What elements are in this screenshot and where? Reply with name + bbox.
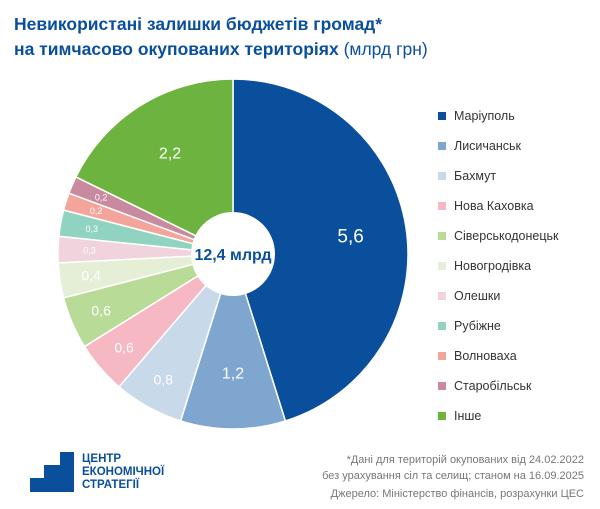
slice-label-7: 0,3 <box>85 224 98 234</box>
slice-label-9: 0,2 <box>95 193 108 203</box>
legend-swatch <box>438 382 446 390</box>
legend-item: Інше <box>438 401 559 431</box>
logo-line-3: СТРАТЕГІЇ <box>82 478 140 491</box>
legend-label: Бахмут <box>454 169 497 183</box>
slice-label-6: 0,3 <box>83 246 96 256</box>
legend-label: Рубіжне <box>454 319 501 333</box>
legend-item: Нова Каховка <box>438 191 559 221</box>
legend: Маріуполь Лисичанськ Бахмут Нова Каховка Сів… <box>438 101 559 431</box>
slice-label-8: 0,2 <box>90 206 103 216</box>
legend-label: Нова Каховка <box>454 199 534 213</box>
pie-slice-0 <box>232 78 409 422</box>
slice-label-3: 0,6 <box>114 339 134 355</box>
logo-line-2: ЕКОНОМІЧНОЇ <box>82 465 165 478</box>
logo-steps-icon <box>30 452 74 492</box>
legend-label: Інше <box>454 409 482 423</box>
center-total-label: 12,4 млрд <box>194 247 271 264</box>
legend-label: Новогродівка <box>454 259 532 273</box>
legend-swatch <box>438 112 446 120</box>
legend-item: Олешки <box>438 281 559 311</box>
logo-line-1: ЦЕНТР <box>82 452 122 465</box>
slice-label-2: 0,8 <box>154 371 174 387</box>
legend-label: Олешки <box>454 289 501 303</box>
pie-slice-1 <box>179 251 287 430</box>
legend-swatch <box>438 172 446 180</box>
legend-swatch <box>438 412 446 420</box>
legend-swatch <box>438 142 446 150</box>
legend-label: Лисичанськ <box>454 139 522 153</box>
title-line-1: Невикористані залишки бюджетів громад* <box>14 14 383 34</box>
legend-swatch <box>438 262 446 270</box>
slice-label-10: 2,2 <box>159 146 181 163</box>
chart-title: Невикористані залишки бюджетів громад* н… <box>14 12 428 62</box>
footnote-line-2: без урахування сіл та селищ; станом на 1… <box>322 470 584 482</box>
legend-item: Рубіжне <box>438 311 559 341</box>
legend-swatch <box>438 202 446 210</box>
legend-item: Волноваха <box>438 341 559 371</box>
slice-label-5: 0,4 <box>81 268 101 284</box>
legend-label: Маріуполь <box>454 109 515 123</box>
legend-label: Волноваха <box>454 349 517 363</box>
legend-label: Старобільськ <box>454 379 532 393</box>
legend-swatch <box>438 322 446 330</box>
title-line-2: на тимчасово окупованих територіях <box>14 39 339 59</box>
slice-label-4: 0,6 <box>91 302 111 318</box>
title-unit: (млрд грн) <box>343 39 428 59</box>
legend-item: Старобільськ <box>438 371 559 401</box>
legend-item: Сіверськодонецьк <box>438 221 559 251</box>
legend-label: Сіверськодонецьк <box>454 229 559 243</box>
source-note: Джерело: Міністерство фінансів, розрахун… <box>330 488 584 500</box>
footnote-line-1: *Дані для територій окупованих від 24.02… <box>346 454 584 466</box>
footnote: *Дані для територій окупованих від 24.02… <box>322 452 584 484</box>
legend-swatch <box>438 232 446 240</box>
legend-swatch <box>438 292 446 300</box>
logo: ЦЕНТР ЕКОНОМІЧНОЇ СТРАТЕГІЇ <box>30 452 164 492</box>
slice-label-0: 5,6 <box>337 227 363 248</box>
donut-hole <box>191 212 275 296</box>
legend-item: Новогродівка <box>438 251 559 281</box>
pie-slice-10 <box>74 78 234 256</box>
legend-item: Бахмут <box>438 161 559 191</box>
legend-item: Маріуполь <box>438 101 559 131</box>
legend-item: Лисичанськ <box>438 131 559 161</box>
slice-label-1: 1,2 <box>222 366 244 383</box>
legend-swatch <box>438 352 446 360</box>
